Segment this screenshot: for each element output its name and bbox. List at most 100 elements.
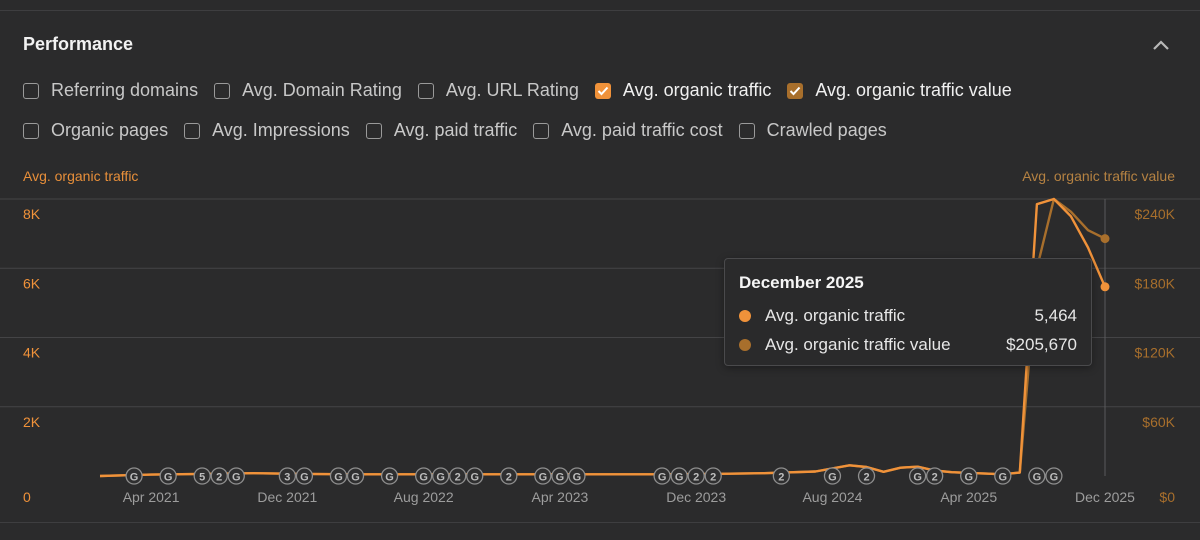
annotation-marker-label: G [130,472,139,484]
annotation-marker [449,467,467,485]
annotation-marker-label: 2 [778,472,784,484]
metric-toggle[interactable]: Referring domains [23,80,198,101]
annotation-marker [227,467,245,485]
checkbox[interactable] [533,122,550,139]
annotation-marker-label: G [385,472,394,484]
metric-toggle[interactable]: Avg. URL Rating [417,80,579,101]
annotation-marker [568,467,586,485]
bottom-divider [0,522,1200,523]
annotation-marker-label: 2 [506,472,512,484]
metric-label: Avg. organic traffic value [815,80,1012,100]
tooltip-row-name: Avg. organic traffic value [765,334,951,354]
checkbox[interactable] [23,82,39,99]
metric-toggle-row-1: Referring domains Avg. Domain Rating Avg. … [23,80,1028,101]
chevron-up-icon [1153,40,1169,50]
annotation-marker-label: G [419,472,428,484]
annotation-marker [687,467,705,485]
annotation-marker-label: G [351,472,360,484]
annotation-marker [551,467,569,485]
checkbox-checked[interactable] [787,82,804,99]
annotation-marker [534,467,552,485]
annotation-marker [500,467,518,485]
metric-label: Avg. paid traffic cost [561,120,723,140]
metric-toggle[interactable]: Avg. Domain Rating [214,80,402,101]
annotation-marker [414,467,433,485]
annotation-marker-label: G [828,472,837,484]
annotation-marker [908,467,927,485]
checkbox[interactable] [184,122,201,139]
annotation-marker-label: 2 [693,472,699,484]
annotation-marker [857,467,876,485]
left-axis-title: Avg. organic traffic [23,168,139,184]
annotation-marker [159,467,177,485]
annotation-marker-label: 3 [284,472,290,484]
checkbox-checked[interactable] [594,82,611,99]
annotation-marker-label: G [999,472,1008,484]
check-icon [597,86,609,95]
y-left-tick: 8K [23,206,41,222]
metric-toggle[interactable]: Avg. organic traffic value [787,80,1012,101]
annotation-marker [704,467,722,485]
traffic-dot-icon [739,309,751,322]
annotation-marker [466,467,484,485]
tooltip-title: December 2025 [739,273,864,292]
metric-toggle[interactable]: Avg. paid traffic cost [533,120,723,141]
y-right-tick: $60K [1142,414,1175,430]
annotation-marker [295,467,314,485]
annotation-marker [960,467,978,485]
metric-label: Referring domains [51,80,199,100]
y-left-tick: 6K [23,275,41,291]
tooltip-row-value: 5,464 [1034,305,1077,325]
annotation-marker-label: G [1033,472,1042,484]
annotation-marker-label: G [470,472,479,484]
metric-label: Avg. Impressions [212,120,350,140]
annotation-marker-label: G [164,472,173,484]
annotation-marker [994,467,1012,485]
annotation-marker [125,467,143,485]
y-right-tick: $180K [1135,275,1176,291]
x-tick-label: Dec 2021 [257,489,317,505]
panel-title: Performance [23,34,134,54]
annotation-marker-label: G [556,472,565,484]
x-tick-label: Aug 2024 [802,489,862,505]
metric-toggle[interactable]: Avg. Impressions [184,120,350,141]
annotation-marker [653,467,671,485]
annotation-marker [346,467,365,485]
metric-toggle[interactable]: Avg. paid traffic [365,120,517,141]
annotation-marker [329,467,348,485]
checkbox[interactable] [738,122,755,139]
y-right-tick: $240K [1135,206,1176,222]
metric-toggle[interactable]: Organic pages [23,120,168,141]
y-left-tick: 2K [23,414,41,430]
checkbox[interactable] [214,82,231,99]
checkbox[interactable] [23,122,39,139]
x-tick-label: Dec 2023 [666,489,726,505]
x-tick-label: Aug 2022 [394,489,454,505]
metric-label: Avg. organic traffic [622,80,772,100]
x-tick-label: Apr 2023 [532,489,589,505]
tooltip-row-traffic-value: Avg. organic traffic value $205,670 [739,330,1077,359]
annotation-marker-label: G [1050,472,1059,484]
checkbox[interactable] [417,82,434,99]
y-left-tick: 0 [23,489,31,505]
annotation-marker [380,467,399,485]
annotation-marker-label: G [436,472,445,484]
x-tick-label: Apr 2025 [940,489,997,505]
annotation-marker-label: G [913,472,922,484]
collapse-button[interactable] [1148,32,1174,58]
annotation-marker [823,467,842,485]
x-tick-label: Apr 2021 [123,489,180,505]
annotation-marker [278,467,297,485]
annotation-marker-label: 2 [710,472,716,484]
annotation-marker [772,467,791,485]
annotation-marker [1028,467,1046,485]
metric-label: Crawled pages [766,120,887,140]
metric-toggle[interactable]: Avg. organic traffic [594,80,772,101]
annotation-marker-label: G [539,472,548,484]
metric-toggle[interactable]: Crawled pages [738,120,887,141]
chart-tooltip: December 2025 Avg. organic traffic 5,464… [724,258,1092,366]
checkbox[interactable] [365,122,382,139]
annotation-marker-label: 2 [455,472,461,484]
annotation-marker-label: G [675,472,684,484]
annotation-marker-label: G [300,472,309,484]
